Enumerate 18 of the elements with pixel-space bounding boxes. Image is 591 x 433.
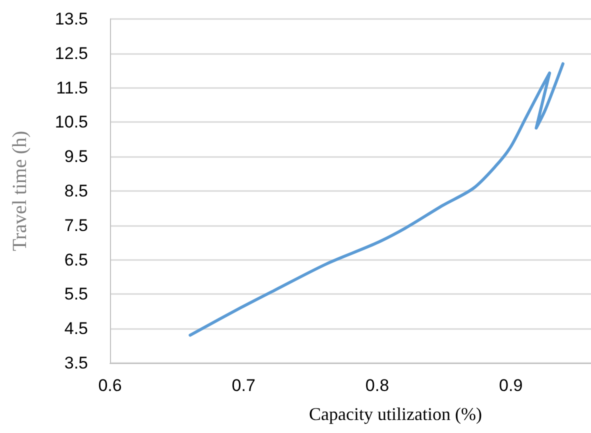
y-tick-label: 13.5	[54, 10, 88, 28]
y-axis-title: Travel time (h)	[9, 130, 31, 252]
y-tick-label: 10.5	[54, 112, 88, 132]
x-axis-title: Capacity utilization (%)	[309, 404, 482, 424]
line-series	[188, 62, 564, 337]
y-tick-label: 3.5	[64, 354, 88, 372]
y-tick-label: 8.5	[64, 182, 88, 200]
y-tick-label: 9.5	[64, 147, 88, 166]
x-tick-label: 0.8	[365, 376, 390, 395]
y-tick-label: 4.5	[64, 319, 88, 338]
y-tick-label: 11.5	[56, 78, 88, 98]
y-tick-label: 12.5	[54, 44, 88, 63]
y-tick-label: 6.5	[64, 250, 88, 270]
x-tick-label: 0.7	[232, 376, 256, 395]
x-tick-label: 0.6	[98, 376, 122, 395]
y-tick-label: 7.5	[64, 216, 88, 235]
y-tick-label: 5.5	[64, 284, 88, 304]
x-tick-label: 0.9	[499, 376, 523, 395]
